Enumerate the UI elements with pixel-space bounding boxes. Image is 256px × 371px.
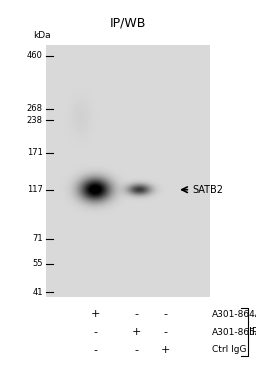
Text: -: - — [134, 345, 138, 355]
Text: A301-865A: A301-865A — [211, 328, 256, 336]
Text: -: - — [134, 309, 138, 319]
Text: 71: 71 — [32, 234, 43, 243]
Text: +: + — [91, 309, 100, 319]
Text: +: + — [132, 327, 141, 337]
Text: -: - — [164, 309, 168, 319]
Text: IP: IP — [249, 327, 256, 337]
Text: 55: 55 — [32, 259, 43, 268]
Text: -: - — [93, 345, 97, 355]
Text: +: + — [161, 345, 170, 355]
Text: Ctrl IgG: Ctrl IgG — [211, 345, 246, 354]
Text: 41: 41 — [32, 288, 43, 297]
Text: IP/WB: IP/WB — [110, 16, 146, 29]
Text: 238: 238 — [27, 116, 43, 125]
Text: -: - — [93, 327, 97, 337]
Text: 460: 460 — [27, 51, 43, 60]
Text: 117: 117 — [27, 185, 43, 194]
Text: 171: 171 — [27, 148, 43, 157]
Text: 268: 268 — [27, 104, 43, 113]
Text: SATB2: SATB2 — [192, 185, 223, 195]
Text: kDa: kDa — [33, 31, 51, 40]
Text: A301-864A: A301-864A — [211, 310, 256, 319]
Text: -: - — [164, 327, 168, 337]
